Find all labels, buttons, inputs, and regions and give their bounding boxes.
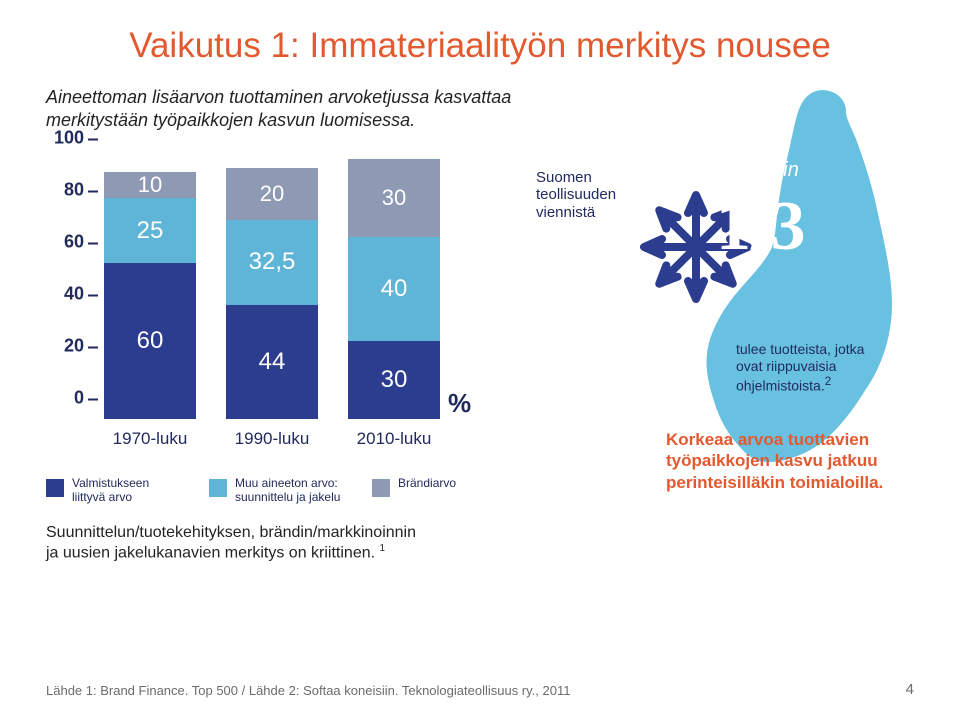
chart-legend: Valmistukseen liittyvä arvo Muu aineeton… xyxy=(46,477,486,505)
highlight-text: Korkeaa arvoa tuottavien työpaikkojen ka… xyxy=(666,429,916,493)
map-infographic: Suomen teollisuuden viennistä noin 1/3 t… xyxy=(486,159,916,489)
chart-note-line1: Suunnittelun/tuotekehityksen, brändin/ma… xyxy=(46,524,416,541)
ytick-40: 40 xyxy=(64,284,84,305)
suomen-l3: viennistä xyxy=(536,204,595,221)
percent-symbol: % xyxy=(448,388,471,419)
legend-label: Brändiarvo xyxy=(398,477,456,491)
legend-swatch xyxy=(372,479,390,497)
ytick-80: 80 xyxy=(64,180,84,201)
page-number: 4 xyxy=(906,681,914,698)
ytick-60: 60 xyxy=(64,232,84,253)
software-text: tulee tuotteista, jotka ovat riippuvaisi… xyxy=(736,341,916,394)
bar-1-bottom: 44 xyxy=(226,305,318,419)
bar-2-bottom: 30 xyxy=(348,341,440,419)
xlabel-1970: 1970-luku xyxy=(104,429,196,449)
ytick-100: 100 xyxy=(54,128,84,149)
bar-0-middle: 25 xyxy=(104,198,196,263)
subtitle-line2: merkitystään työpaikkojen kasvun luomise… xyxy=(46,110,415,130)
bar-2-middle: 40 xyxy=(348,237,440,341)
highlight-l2a: työpaikkojen xyxy=(666,451,775,470)
footer-source: Lähde 1: Brand Finance. Top 500 / Lähde … xyxy=(46,683,570,698)
bar-1: 4432,520 xyxy=(226,168,318,419)
chart-note: Suunnittelun/tuotekehityksen, brändin/ma… xyxy=(46,523,476,563)
legend-item-bottom: Valmistukseen liittyvä arvo xyxy=(46,477,181,505)
legend-item-middle: Muu aineeton arvo: suunnittelu ja jakelu xyxy=(209,477,344,505)
bar-0-top: 10 xyxy=(104,172,196,198)
highlight-l1: Korkeaa arvoa tuottavien xyxy=(666,430,869,449)
legend-swatch xyxy=(46,479,64,497)
sw-l3: ohjelmistoista. xyxy=(736,377,825,393)
suomen-l2: teollisuuden xyxy=(536,186,616,203)
bar-1-middle: 32,5 xyxy=(226,220,318,305)
xlabel-1990: 1990-luku xyxy=(226,429,318,449)
sw-ref: 2 xyxy=(825,375,831,388)
highlight-l2b: kasvu xyxy=(775,451,823,470)
noin-label: noin xyxy=(761,159,799,182)
bar-0: 602510 xyxy=(104,172,196,419)
xlabel-2010: 2010-luku xyxy=(348,429,440,449)
highlight-l2c: jatkuu xyxy=(823,451,878,470)
highlight-l3: perinteisilläkin toimialoilla. xyxy=(666,473,883,492)
y-axis: 0 20 40 60 80 100 xyxy=(46,159,90,419)
subtitle: Aineettoman lisäarvon tuottaminen arvoke… xyxy=(46,86,566,131)
subtitle-line1: Aineettoman lisäarvon tuottaminen arvoke… xyxy=(46,87,511,107)
legend-item-top: Brändiarvo xyxy=(372,477,456,505)
sw-l1: tulee tuotteista, jotka xyxy=(736,341,864,357)
chart-note-line2: ja uusien jakelukanavien merkitys on kri… xyxy=(46,544,375,561)
bar-1-top: 20 xyxy=(226,168,318,220)
bar-0-bottom: 60 xyxy=(104,263,196,419)
ytick-0: 0 xyxy=(74,388,84,409)
legend-label: Valmistukseen liittyvä arvo xyxy=(72,477,181,505)
sw-l2: ovat riippuvaisia xyxy=(736,358,836,374)
chart-note-ref: 1 xyxy=(380,543,386,554)
one-third-fraction: 1/3 xyxy=(716,187,805,267)
legend-label: Muu aineeton arvo: suunnittelu ja jakelu xyxy=(235,477,344,505)
stacked-bar-chart: 0 20 40 60 80 100 6025104432,520304030 1… xyxy=(46,159,486,563)
bar-2-top: 30 xyxy=(348,159,440,237)
suomen-l1: Suomen xyxy=(536,169,592,186)
bar-2: 304030 xyxy=(348,159,440,419)
legend-swatch xyxy=(209,479,227,497)
ytick-20: 20 xyxy=(64,336,84,357)
page-title: Vaikutus 1: Immateriaalityön merkitys no… xyxy=(46,26,914,66)
